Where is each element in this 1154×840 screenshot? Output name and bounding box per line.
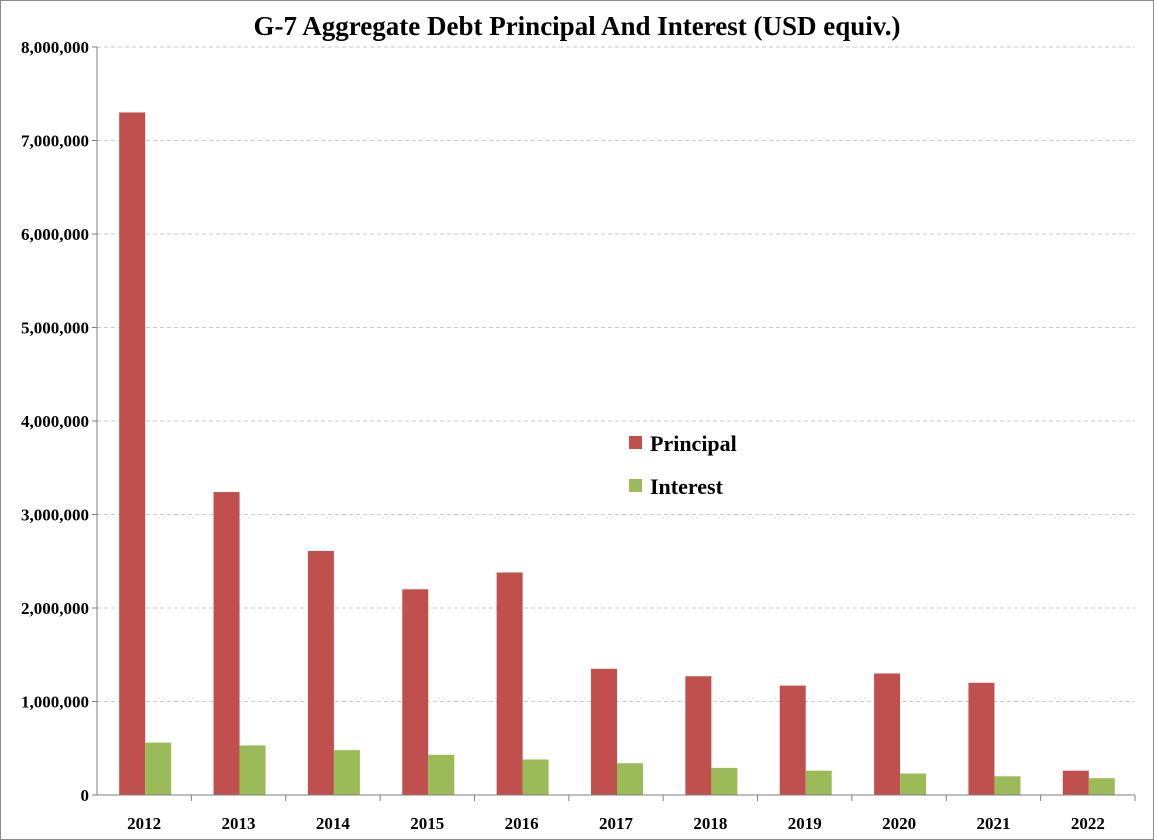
bar-principal-2012 [119, 112, 146, 795]
y-tick-label: 8,000,000 [21, 38, 89, 57]
x-tick-label: 2013 [222, 814, 256, 833]
x-tick-label: 2020 [882, 814, 916, 833]
bar-interest-2019 [805, 770, 832, 795]
x-tick-label: 2021 [976, 814, 1010, 833]
bar-principal-2014 [307, 550, 334, 795]
bar-principal-2021 [968, 682, 995, 795]
y-tick-label: 1,000,000 [21, 693, 89, 712]
bar-principal-2022 [1062, 770, 1089, 795]
x-axis-ticks: 2012 2013 2014 2015 2016 2017 2018 2019 2020 2021… [127, 795, 1136, 833]
y-tick-label: 6,000,000 [21, 225, 89, 244]
bar-principal-2017 [591, 668, 617, 795]
bar-principal-2018 [685, 676, 712, 795]
y-tick-label: 0 [81, 786, 90, 805]
legend-swatch-principal [629, 436, 642, 449]
bars [119, 112, 1115, 795]
bar-interest-2018 [711, 767, 738, 795]
bar-interest-2014 [333, 750, 360, 795]
bar-principal-2016 [496, 572, 523, 795]
y-tick-label: 2,000,000 [21, 599, 89, 618]
bar-principal-2013 [213, 492, 240, 795]
bar-interest-2021 [994, 776, 1021, 795]
x-tick-label: 2012 [127, 814, 161, 833]
y-tick-label: 3,000,000 [21, 506, 89, 525]
x-tick-label: 2014 [316, 814, 351, 833]
bar-interest-2017 [617, 763, 643, 795]
bar-interest-2022 [1088, 778, 1115, 795]
x-tick-label: 2022 [1071, 814, 1105, 833]
bar-interest-2015 [428, 754, 455, 795]
bar-interest-2013 [239, 745, 266, 795]
gridlines [97, 46, 1135, 702]
legend-swatch-interest [629, 479, 642, 492]
x-tick-label: 2017 [599, 814, 634, 833]
chart-title: G-7 Aggregate Debt Principal And Interes… [254, 11, 901, 41]
x-tick-label: 2018 [693, 814, 727, 833]
legend: Principal Interest [629, 431, 737, 499]
bar-interest-2012 [145, 742, 172, 795]
x-tick-label: 2019 [788, 814, 822, 833]
legend-label-principal: Principal [650, 431, 737, 456]
y-tick-label: 5,000,000 [21, 319, 89, 338]
legend-label-interest: Interest [650, 474, 724, 499]
x-tick-label: 2016 [505, 814, 539, 833]
x-tick-label: 2015 [410, 814, 444, 833]
y-axis-ticks: 0 1,000,000 2,000,000 3,000,000 4,000,000 5,0… [21, 38, 97, 805]
bar-principal-2019 [779, 685, 806, 795]
bar-interest-2020 [900, 773, 927, 795]
bar-principal-2020 [874, 673, 901, 795]
y-tick-label: 4,000,000 [21, 412, 89, 431]
y-tick-label: 7,000,000 [21, 132, 89, 151]
bar-principal-2015 [402, 589, 429, 795]
bar-interest-2016 [522, 759, 549, 795]
